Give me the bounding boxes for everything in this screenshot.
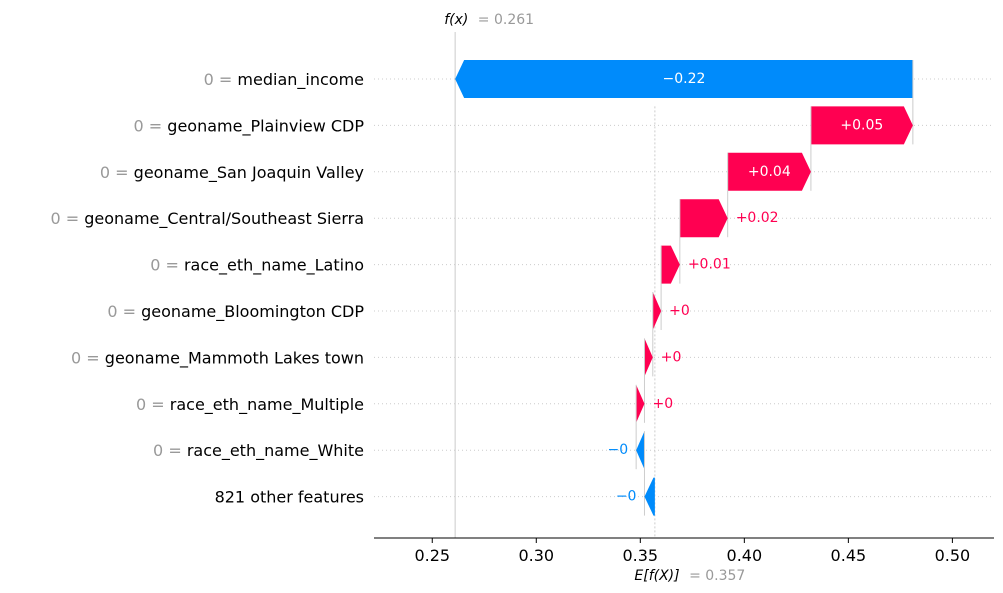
bar-value-label: −0.22 [663,71,706,87]
feature-value: 0 = [136,394,170,413]
x-tick-label: 0.45 [831,546,867,565]
bar-value-label: −0 [616,489,637,505]
bars: −0.22 +0.05 +0.04 +0.02 +0.01 +0 +0 +0 −0 −0 [455,60,914,516]
feature-value: 0 = [50,209,84,228]
bar-value-label: +0 [661,349,682,365]
fx-label: f(x) [444,12,468,28]
waterfall-bar [455,60,913,98]
waterfall-bar [636,384,645,423]
fx-value: = 0.261 [478,12,534,28]
waterfall-bar [727,152,811,191]
feature-value: 0 = [153,441,187,460]
feature-name: geoname_Mammoth Lakes town [105,348,364,368]
bar-value-label: +0.02 [736,210,779,226]
x-tick-label: 0.40 [727,546,763,565]
feature-name: race_eth_name_Multiple [170,394,364,414]
feature-label: 0 = geoname_Plainview CDP [134,116,365,136]
bar-value-label: +0.04 [748,164,791,180]
bar-value-label: −0 [608,442,629,458]
waterfall-bar [661,245,680,284]
feature-value: 0 = [107,302,141,321]
bar-value-label: +0 [669,303,690,319]
feature-label: 0 = race_eth_name_White [153,441,364,461]
feature-label: 0 = geoname_San Joaquin Valley [100,162,364,182]
feature-value: 0 = [204,70,238,89]
waterfall-bar [679,199,728,238]
feature-label: 0 = geoname_Mammoth Lakes town [71,348,364,368]
feature-name: geoname_Bloomington CDP [141,302,364,322]
feature-value: 0 = [134,116,168,135]
ex-value: = 0.357 [689,568,745,584]
feature-value: 0 = [71,348,105,367]
feature-name: geoname_Central/Southeast Sierra [84,209,364,229]
feature-label: 821 other features [215,487,364,506]
ex-label: E[f(X)] [634,568,679,584]
feature-label: 0 = median_income [204,70,364,90]
feature-value: 0 = [150,255,184,274]
bar-value-label: +0.05 [840,117,883,133]
feature-name: geoname_Plainview CDP [167,116,364,136]
bar-value-label: +0 [652,396,673,412]
ex-annotation: E[f(X)] = 0.357 [634,568,745,584]
x-axis: 0.25 0.30 0.35 0.40 0.45 0.50 [374,537,994,565]
waterfall-bar [636,431,645,470]
x-tick-label: 0.50 [935,546,971,565]
reference-lines [454,32,656,538]
waterfall-bar [644,477,655,516]
feature-label: 0 = race_eth_name_Latino [150,255,364,275]
feature-name: race_eth_name_Latino [184,255,364,275]
waterfall-bar [810,106,913,145]
x-tick-label: 0.25 [414,546,450,565]
x-tick-label: 0.35 [622,546,658,565]
fx-annotation: f(x) = 0.261 [444,12,534,28]
x-tick-label: 0.30 [518,546,554,565]
feature-label: 0 = geoname_Bloomington CDP [107,302,364,322]
feature-value: 0 = [100,162,134,181]
waterfall-bar [644,338,653,377]
feature-name: race_eth_name_White [187,441,364,461]
feature-name: median_income [237,70,364,90]
waterfall-bar [652,292,662,330]
feature-name: 821 other features [215,487,364,506]
feature-name: geoname_San Joaquin Valley [134,162,364,182]
bar-value-label: +0.01 [688,257,731,273]
feature-label: 0 = geoname_Central/Southeast Sierra [50,209,364,229]
feature-label: 0 = race_eth_name_Multiple [136,394,364,414]
